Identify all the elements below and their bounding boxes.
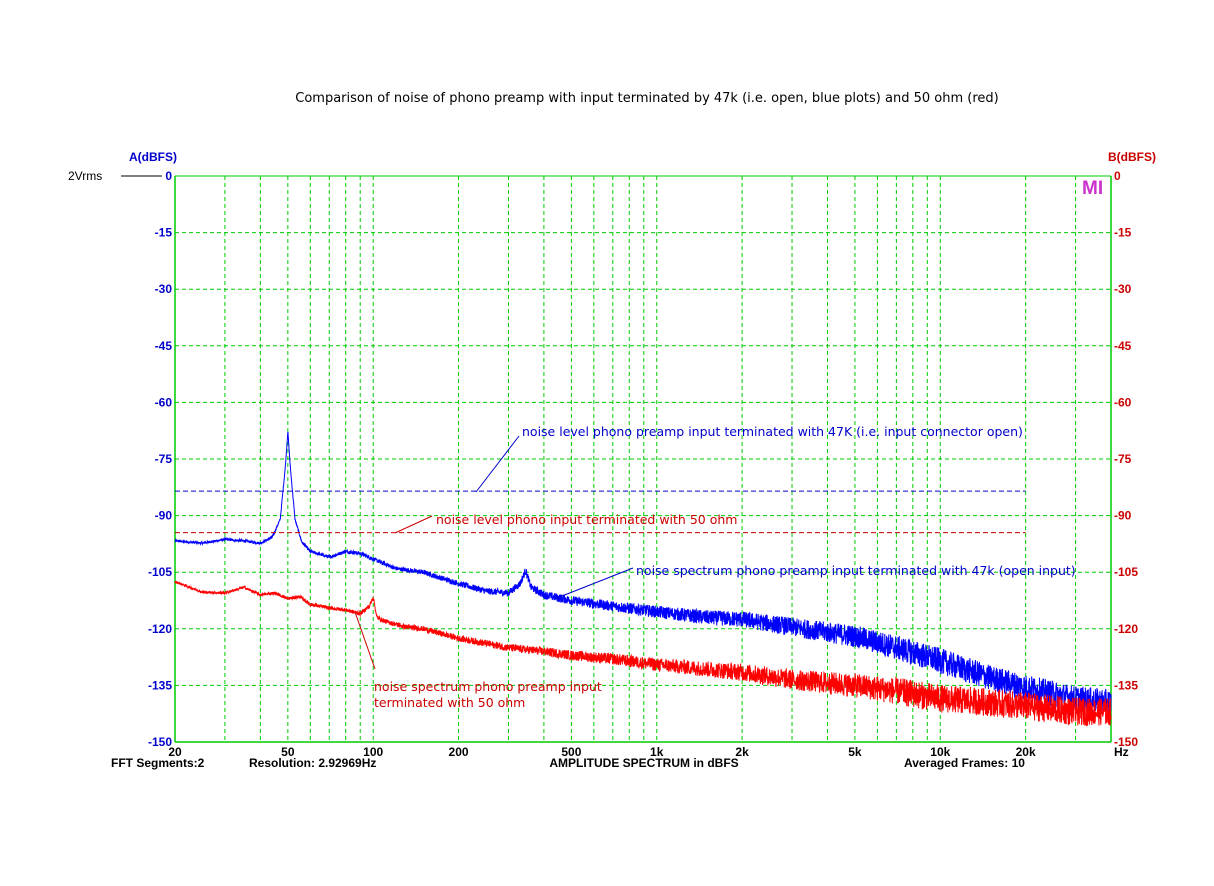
- y-tick-label-left: -60: [155, 395, 173, 409]
- fft-segments: FFT Segments:2: [111, 756, 205, 770]
- y-tick-label-left: -90: [155, 509, 173, 523]
- y-tick-label-left: -45: [155, 339, 173, 353]
- y-tick-label-right: -15: [1114, 226, 1132, 240]
- right-axis-label: B(dBFS): [1108, 150, 1156, 164]
- y-tick-label-left: -135: [148, 678, 172, 692]
- y-tick-label-left: 0: [165, 169, 172, 183]
- annotation-leader: [394, 515, 433, 534]
- y-tick-label-right: -135: [1114, 678, 1138, 692]
- axis-ticks: 0 0 -15 -15 -30 -30 -45 -45 -60 -60 -75 -75 -90 -90 -1…: [148, 169, 1138, 759]
- x-unit-label: Hz: [1114, 745, 1129, 759]
- annotation-layer: noise level phono preamp input terminate…: [354, 424, 1076, 710]
- y-tick-label-right: -90: [1114, 509, 1132, 523]
- y-tick-label-right: -45: [1114, 339, 1132, 353]
- y-tick-label-right: -150: [1114, 735, 1138, 749]
- series-layer: [174, 431, 1112, 727]
- spectrum-line-50ohm: [174, 580, 1112, 727]
- spectrum-line-47k-open: [174, 431, 1112, 715]
- resolution: Resolution: 2.92969Hz: [249, 756, 376, 770]
- x-tick-label: 10k: [930, 745, 950, 759]
- y-tick-label-left: -105: [148, 565, 172, 579]
- logo: MI: [1082, 178, 1103, 199]
- x-tick-label: 20k: [1016, 745, 1036, 759]
- chart-title: Comparison of noise of phono preamp with…: [295, 91, 998, 106]
- y-tick-label-left: -75: [155, 452, 173, 466]
- y-tick-label-left: -150: [148, 735, 172, 749]
- grid: [174, 175, 1112, 743]
- x-tick-label: 50: [281, 745, 295, 759]
- x-axis-title: AMPLITUDE SPECTRUM in dBFS: [549, 756, 738, 770]
- y-tick-label-left: -30: [155, 282, 173, 296]
- annotation-leader: [556, 567, 634, 599]
- x-tick-label: 100: [363, 745, 383, 759]
- averaged-frames: Averaged Frames: 10: [904, 756, 1025, 770]
- y-tick-label-right: -105: [1114, 565, 1138, 579]
- annotation-text: noise level phono preamp input terminate…: [522, 424, 1023, 439]
- y-tick-label-right: 0: [1114, 169, 1121, 183]
- reference-label: 2Vrms: [68, 169, 102, 183]
- y-tick-label-right: -30: [1114, 282, 1132, 296]
- annotation-text: noise spectrum phono preamp input: [374, 679, 602, 694]
- y-tick-label-right: -60: [1114, 395, 1132, 409]
- x-tick-label: 2k: [735, 745, 749, 759]
- annotation-leader: [475, 435, 520, 493]
- annotation-text: terminated with 50 ohm: [374, 695, 525, 710]
- annotation-leader: [354, 611, 376, 670]
- x-tick-label: 500: [561, 745, 581, 759]
- x-tick-label: 20: [168, 745, 182, 759]
- x-tick-label: 5k: [848, 745, 862, 759]
- annotation-text: noise level phono input terminated with …: [436, 512, 737, 527]
- x-tick-label: 1k: [650, 745, 664, 759]
- annotation-text: noise spectrum phono preamp input termin…: [636, 563, 1076, 578]
- y-tick-label-right: -75: [1114, 452, 1132, 466]
- x-tick-label: 200: [449, 745, 469, 759]
- y-tick-label-left: -15: [155, 226, 173, 240]
- y-tick-label-left: -120: [148, 622, 172, 636]
- y-tick-label-right: -120: [1114, 622, 1138, 636]
- left-axis-label: A(dBFS): [129, 150, 177, 164]
